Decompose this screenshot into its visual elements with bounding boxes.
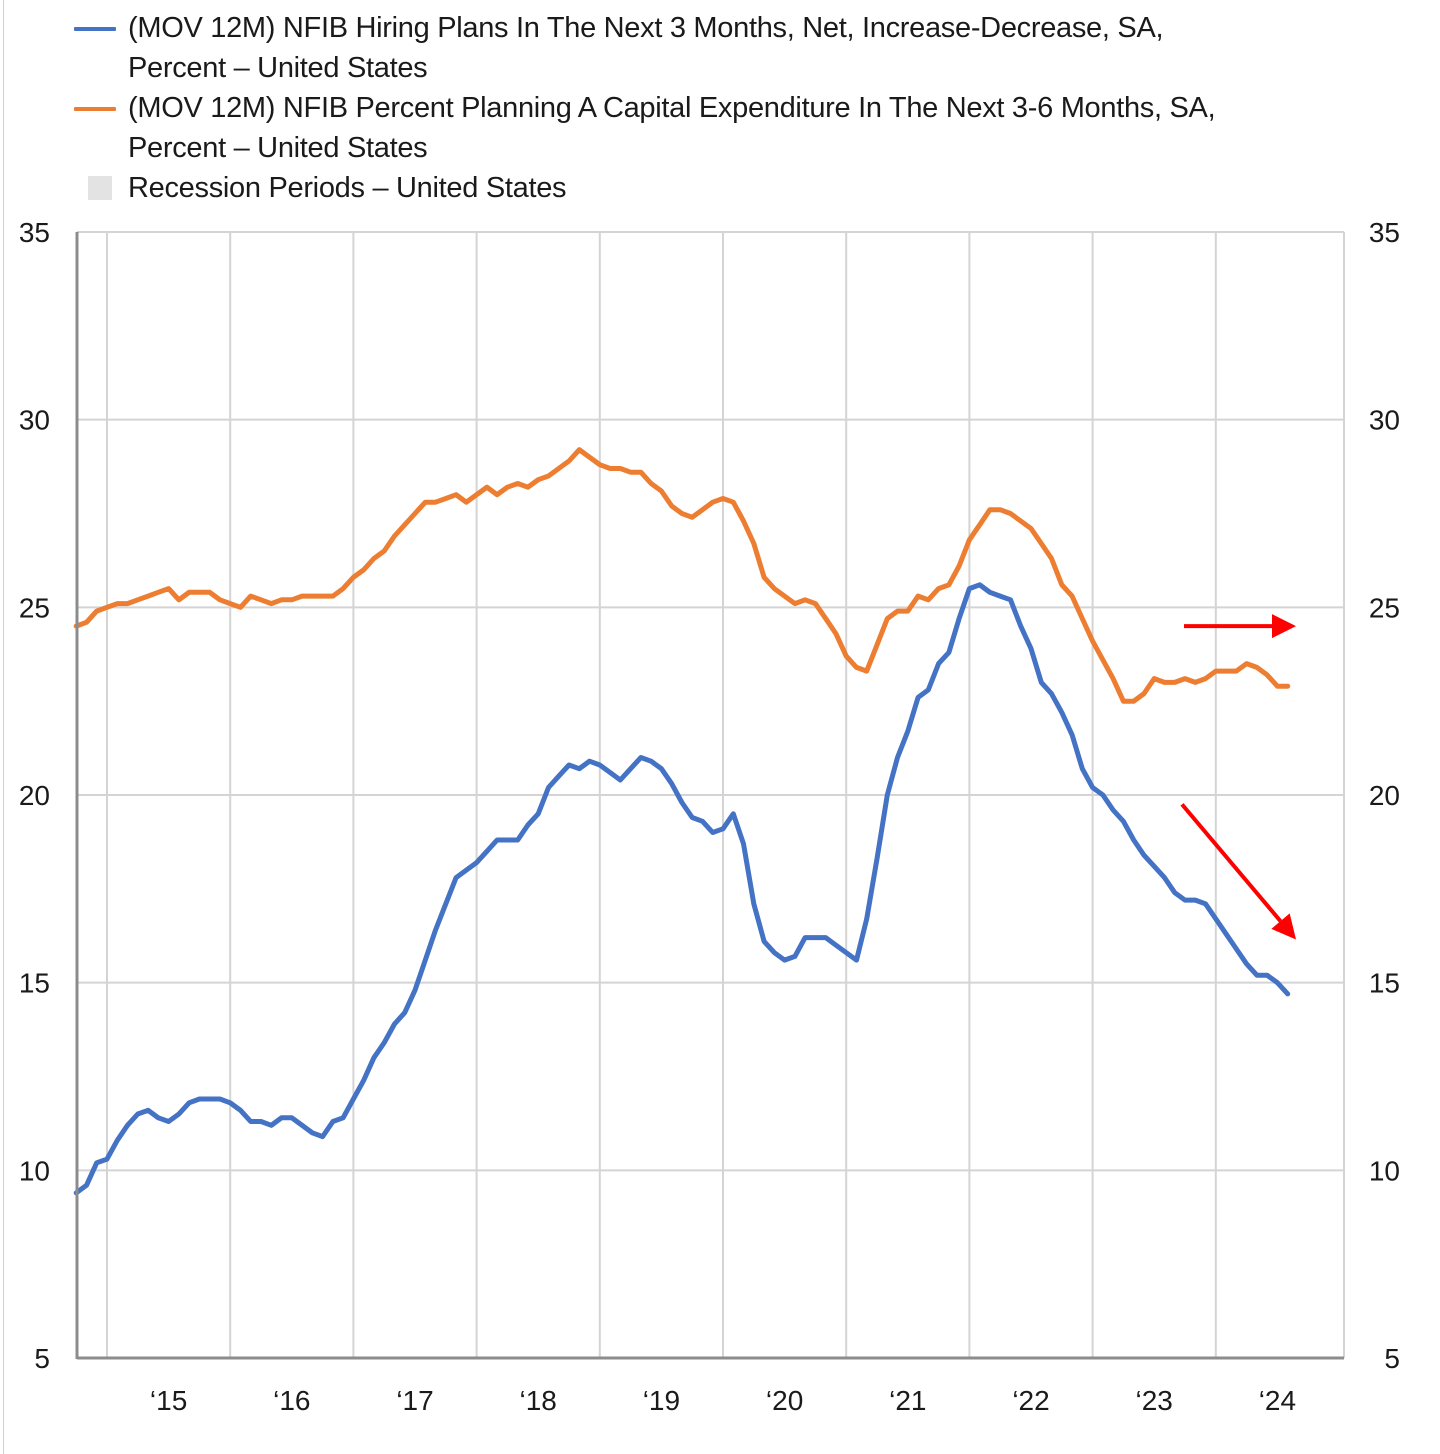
- legend-item-capex-plans[interactable]: (MOV 12M) NFIB Percent Planning A Capita…: [74, 88, 1354, 168]
- x-tick-label: ‘20: [766, 1385, 803, 1416]
- y-tick-label-left: 20: [19, 780, 50, 811]
- x-tick-label: ‘23: [1136, 1385, 1173, 1416]
- gridlines: [77, 231, 1345, 1359]
- legend-item-recession[interactable]: Recession Periods – United States: [74, 168, 1354, 208]
- y-tick-label-right: 35: [1369, 217, 1400, 248]
- legend-label-hiring: (MOV 12M) NFIB Hiring Plans In The Next …: [128, 12, 1164, 84]
- y-tick-label-left: 15: [19, 968, 50, 999]
- y-tick-label-right: 20: [1369, 780, 1400, 811]
- axes: [75, 232, 1344, 1360]
- x-tick-label: ‘15: [150, 1385, 187, 1416]
- y-tick-label-right: 25: [1369, 592, 1400, 623]
- x-tick-label: ‘18: [520, 1385, 557, 1416]
- y-tick-label-left: 10: [19, 1155, 50, 1186]
- legend-label-capex: (MOV 12M) NFIB Percent Planning A Capita…: [128, 92, 1216, 164]
- legend-swatch-recession: [88, 176, 112, 200]
- y-tick-label-left: 25: [19, 592, 50, 623]
- y-tick-label-right: 5: [1384, 1343, 1400, 1374]
- y-tick-label-left: 30: [19, 405, 50, 436]
- x-tick-label: ‘24: [1259, 1385, 1296, 1416]
- x-tick-label: ‘17: [396, 1385, 433, 1416]
- series-line-hiring-plans: [73, 582, 1291, 1196]
- legend-swatch-capex: [74, 107, 116, 111]
- frame-border: [3, 0, 4, 1454]
- x-tick-label: ‘16: [273, 1385, 310, 1416]
- y-tick-label-left: 35: [19, 217, 50, 248]
- y-tick-label-right: 15: [1369, 968, 1400, 999]
- y-tick-label-left: 5: [34, 1343, 50, 1374]
- arrow-head: [1272, 614, 1296, 639]
- y-axis-right-labels: 5 10 15 20 25 30 35: [1369, 217, 1400, 1374]
- arrow-shaft: [1180, 803, 1283, 923]
- legend-swatch-hiring: [74, 27, 116, 31]
- arrow-head: [1271, 913, 1296, 940]
- arrow-right-annotation: [1184, 614, 1296, 639]
- y-tick-label-right: 30: [1369, 405, 1400, 436]
- legend-item-hiring-plans[interactable]: (MOV 12M) NFIB Hiring Plans In The Next …: [74, 8, 1354, 88]
- y-axis-left-labels: 5 10 15 20 25 30 35: [19, 217, 50, 1374]
- x-tick-label: ‘22: [1012, 1385, 1049, 1416]
- annotations: [1180, 614, 1296, 940]
- series-line-capex-plans: [73, 447, 1291, 704]
- y-tick-label-right: 10: [1369, 1155, 1400, 1186]
- x-tick-label: ‘19: [643, 1385, 680, 1416]
- legend-label-recession: Recession Periods – United States: [128, 172, 567, 204]
- x-axis-labels: ‘15 ‘16 ‘17 ‘18 ‘19 ‘20 ‘21 ‘22 ‘23 ‘24: [150, 1385, 1296, 1416]
- series-group: [73, 447, 1291, 1196]
- arrow-down-right-annotation: [1180, 803, 1296, 940]
- x-tick-label: ‘21: [889, 1385, 926, 1416]
- chart-legend: (MOV 12M) NFIB Hiring Plans In The Next …: [74, 8, 1354, 208]
